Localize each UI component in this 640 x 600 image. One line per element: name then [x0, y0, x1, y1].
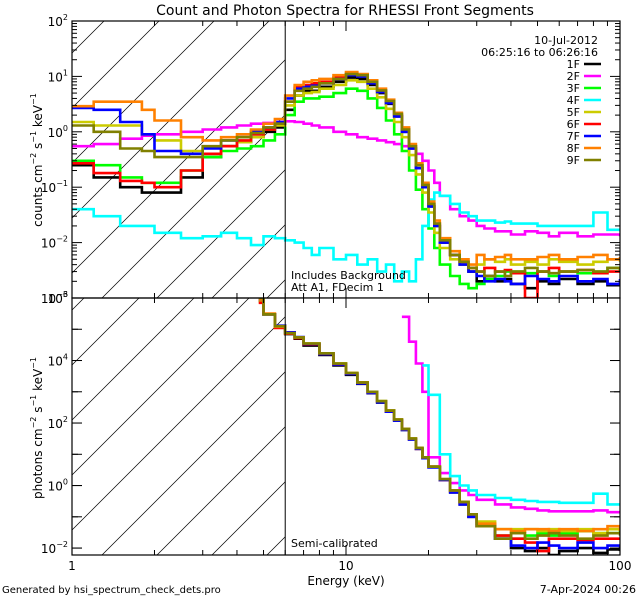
hatch-line	[72, 21, 325, 274]
y-tick-label: 102	[48, 415, 68, 431]
top-axis-ticks	[71, 20, 620, 299]
hatch-line	[0, 21, 49, 298]
top-series-group	[72, 70, 620, 298]
generated-by-footer: Generated by hsi_spectrum_check_dets.pro	[2, 585, 221, 596]
attenuator-annotation: Att A1, FDecim 1	[291, 281, 384, 294]
chart-title: Count and Photon Spectra for RHESSI Fron…	[156, 3, 534, 19]
bottom-y-axis-label: photons cm−2 s−1 keV−1	[29, 357, 45, 499]
hatch-line	[72, 298, 305, 531]
time-range-annotation: 06:25:16 to 06:26:16	[481, 46, 598, 59]
bottom-series-4F	[422, 364, 620, 506]
x-tick-label: 1	[68, 559, 76, 573]
hatch-line	[72, 298, 195, 421]
legend-label-2F: 2F	[567, 70, 580, 83]
hatch-line	[72, 298, 250, 476]
y-tick-label: 100	[48, 478, 68, 494]
legend-label-8F: 8F	[567, 142, 580, 155]
semi-calibrated-annotation: Semi-calibrated	[291, 537, 378, 550]
legend-label-5F: 5F	[567, 106, 580, 119]
timestamp-footer: 7-Apr-2024 00:26	[540, 583, 636, 596]
hatch-line	[72, 21, 270, 219]
top-y-axis-label: counts cm−2 s−1 keV−1	[29, 93, 45, 227]
y-tick-label: 102	[48, 13, 68, 29]
top-series-2F	[72, 120, 620, 238]
bottom-series-2F	[401, 315, 620, 514]
x-tick-label: 10	[338, 559, 353, 573]
legend-label-9F: 9F	[567, 154, 580, 167]
legend-label-6F: 6F	[567, 118, 580, 131]
bottom-series-group	[258, 298, 620, 555]
top-y-tick-labels: 10−3 10−2 10−1 100 101 102	[41, 13, 68, 306]
legend-label-4F: 4F	[567, 94, 580, 107]
y-tick-label: 100	[48, 124, 68, 140]
y-tick-label: 10−2	[41, 235, 68, 251]
count-spectrum-panel: 10−3 10−2 10−1 100 101 102 counts cm−2 s−1 ke…	[0, 13, 621, 306]
hatch-line	[0, 298, 29, 555]
bottom-axis-ticks	[71, 297, 620, 555]
bottom-y-tick-labels: 10−2 100 102 104 106	[41, 290, 68, 556]
hatch-line	[72, 298, 140, 366]
background-annotation: Includes Background	[291, 269, 406, 282]
y-tick-label: 10−2	[41, 540, 68, 556]
legend-label-3F: 3F	[567, 82, 580, 95]
y-tick-label: 101	[48, 68, 68, 84]
x-tick-labels: 1 10 100	[68, 559, 631, 573]
hatch-mask	[285, 298, 620, 555]
y-tick-label: 104	[48, 353, 68, 369]
y-tick-label: 106	[48, 290, 68, 306]
top-series-4F	[72, 191, 620, 283]
top-series-9F	[72, 72, 620, 278]
y-tick-label: 10−3	[41, 290, 68, 306]
top-series-5F	[72, 79, 620, 270]
legend-label-1F: 1F	[567, 58, 580, 71]
bottom-hatch-region	[0, 298, 620, 555]
legend-label-7F: 7F	[567, 130, 580, 143]
hatch-line	[72, 21, 160, 109]
date-annotation: 10-Jul-2012	[534, 34, 598, 47]
bottom-series-9F	[258, 298, 620, 540]
x-axis-label: Energy (keV)	[307, 574, 384, 588]
x-tick-label: 100	[609, 559, 632, 573]
y-tick-label: 10−1	[41, 179, 68, 195]
